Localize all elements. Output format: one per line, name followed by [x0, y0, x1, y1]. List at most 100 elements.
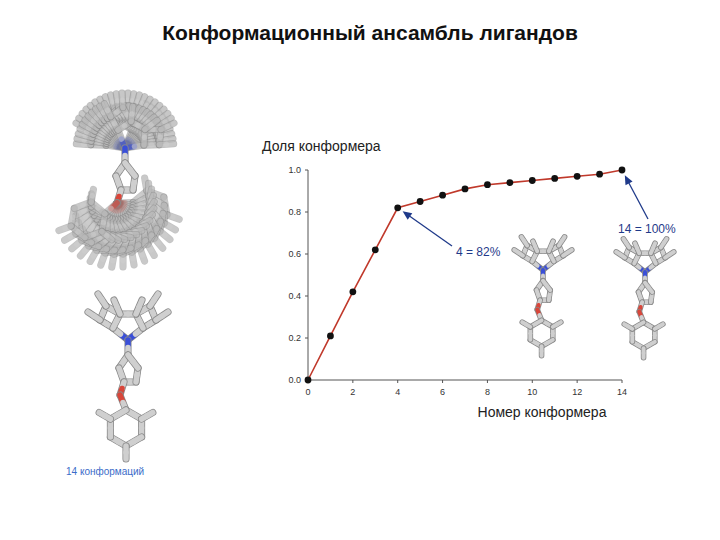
bond	[154, 294, 158, 300]
bond-outline	[559, 237, 565, 246]
bond-outline	[563, 250, 572, 256]
bond	[653, 243, 655, 248]
x-tick	[622, 380, 623, 383]
bond	[132, 107, 134, 114]
bond	[168, 123, 174, 126]
bond	[120, 261, 126, 268]
bond	[165, 235, 170, 239]
y-tick	[305, 296, 308, 297]
bond	[133, 259, 134, 265]
x-tick	[352, 380, 353, 383]
bond-outline	[543, 281, 550, 290]
bond-outline	[72, 240, 82, 248]
bond	[173, 217, 179, 219]
x-tick-label: 2	[350, 387, 355, 397]
annotation-arrowhead	[403, 211, 413, 219]
data-point	[574, 173, 581, 180]
annotation-text: 4 = 82%	[456, 245, 501, 259]
bond	[624, 324, 628, 326]
bond-outline	[90, 250, 97, 261]
bond	[165, 134, 172, 136]
bond	[98, 294, 102, 300]
bond	[116, 94, 117, 101]
x-tick-label: 6	[440, 387, 445, 397]
bond-outline	[80, 246, 88, 256]
bond	[118, 410, 126, 415]
bond	[151, 250, 154, 256]
bond-outline	[651, 243, 655, 253]
bond-outline	[148, 244, 155, 255]
bond-outline	[114, 300, 120, 314]
bond	[125, 163, 130, 170]
bond	[118, 126, 125, 130]
bond	[141, 137, 147, 145]
bond-outline	[142, 413, 153, 420]
bond	[166, 139, 173, 140]
y-tick-label: 0.8	[288, 207, 301, 217]
data-point	[596, 171, 603, 178]
bond	[137, 95, 139, 102]
bond-outline	[88, 312, 100, 320]
bond-outline	[521, 237, 527, 246]
bond	[72, 245, 77, 249]
bond	[616, 252, 620, 255]
x-tick-label: 14	[617, 387, 627, 397]
bond	[170, 227, 176, 230]
bond-outline	[167, 215, 179, 219]
x-tick	[442, 380, 443, 383]
bond-outline	[635, 243, 639, 253]
bond	[521, 237, 524, 241]
data-point	[462, 186, 469, 193]
annotation-arrowhead	[625, 175, 633, 185]
bond	[532, 256, 535, 261]
data-point	[529, 177, 536, 184]
bond	[635, 243, 637, 248]
canvas: Конформационный ансамбль лигандов14 конф…	[0, 0, 720, 540]
bond	[159, 243, 163, 248]
y-tick	[305, 212, 308, 213]
x-tick-label: 10	[527, 387, 537, 397]
bond	[623, 239, 626, 243]
bond-outline	[136, 300, 142, 314]
bond-outline	[118, 93, 126, 107]
bond-outline	[150, 294, 158, 306]
y-tick	[305, 170, 308, 171]
y-tick-label: 1.0	[288, 165, 301, 175]
bond-outline	[112, 254, 114, 267]
bond-outline	[159, 140, 173, 148]
bond	[551, 256, 554, 261]
bond	[129, 106, 135, 114]
bond	[522, 322, 526, 324]
bond-outline	[128, 355, 138, 368]
annotation-arrow	[408, 215, 452, 246]
y-tick-label: 0.6	[288, 249, 301, 259]
bond	[151, 121, 157, 126]
data-point	[417, 198, 424, 205]
bond-outline	[65, 234, 76, 241]
bond	[162, 312, 168, 316]
bond	[59, 228, 65, 230]
x-tick-label: 0	[305, 387, 310, 397]
bond	[90, 256, 93, 262]
bond-outline	[145, 120, 157, 129]
bond-outline	[122, 446, 129, 459]
bond-outline	[160, 231, 170, 239]
x-axis-label: Номер конформера	[478, 404, 607, 420]
bond-outline	[522, 322, 530, 327]
x-tick-label: 4	[395, 387, 400, 397]
y-tick	[305, 338, 308, 339]
x-tick	[397, 380, 398, 383]
bond-outline	[91, 189, 93, 202]
y-axis-label: Доля конформера	[262, 138, 381, 154]
bond-outline	[164, 223, 175, 230]
data-point	[394, 204, 401, 211]
bond	[92, 189, 93, 195]
bond	[114, 300, 117, 307]
bond	[562, 237, 565, 241]
bond-outline	[156, 312, 168, 320]
bond	[536, 320, 542, 323]
bond-outline	[154, 238, 162, 248]
conformer-ensemble	[59, 93, 179, 267]
y-tick-label: 0.0	[288, 375, 301, 385]
bond-outline	[102, 231, 112, 239]
